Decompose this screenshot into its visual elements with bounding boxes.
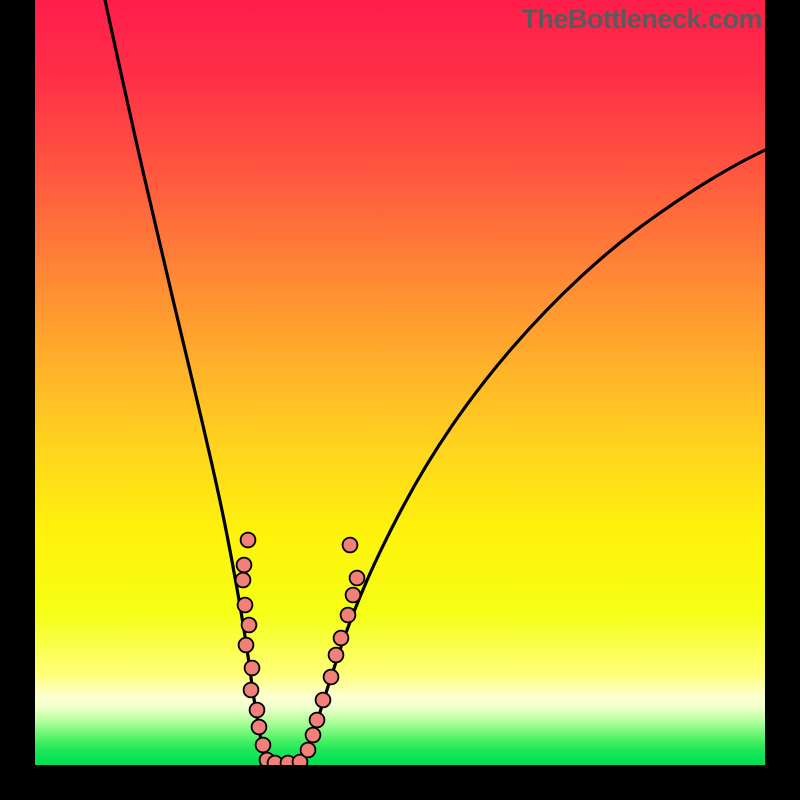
chart-svg [35, 0, 765, 765]
plot-area [35, 0, 765, 765]
frame-right [765, 0, 800, 800]
frame-bottom [0, 765, 800, 800]
watermark-text: TheBottleneck.com [521, 4, 762, 35]
frame-left [0, 0, 35, 800]
